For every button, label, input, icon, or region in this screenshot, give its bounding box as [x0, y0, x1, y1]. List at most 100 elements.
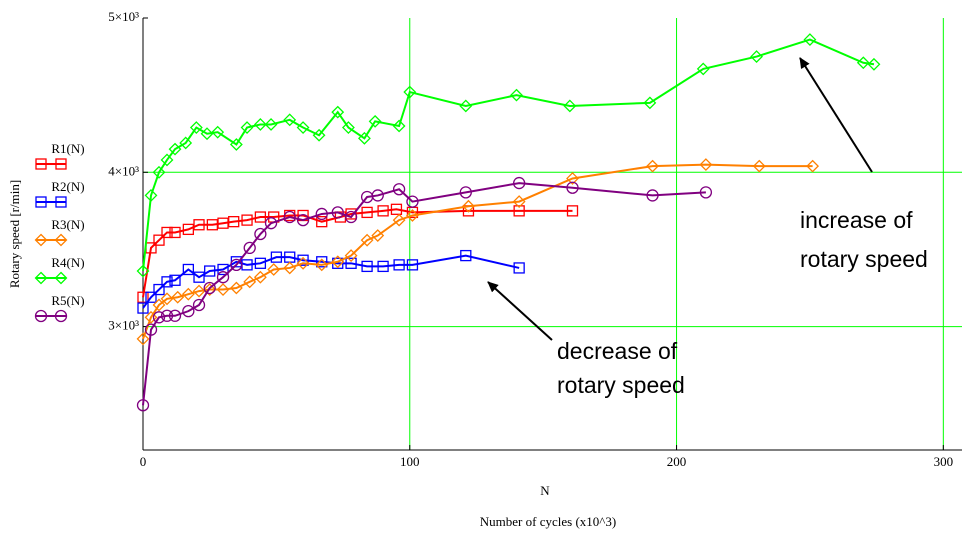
- marker: [136, 399, 150, 412]
- marker: [392, 119, 406, 133]
- marker: [643, 96, 657, 110]
- marker: [145, 291, 157, 303]
- marker: [283, 261, 297, 275]
- x-axis-caption: Number of cycles (x10^3): [480, 514, 616, 529]
- x-tick-label: 200: [667, 454, 687, 469]
- marker: [806, 159, 820, 173]
- marker: [358, 131, 371, 145]
- x-tick-label: 100: [400, 454, 420, 469]
- marker: [254, 211, 267, 223]
- marker: [377, 205, 389, 217]
- annotation: rotary speed: [557, 372, 685, 398]
- marker: [160, 292, 174, 306]
- marker: [513, 262, 525, 274]
- x-tick-label: 0: [140, 454, 147, 469]
- annotation: increase of: [800, 207, 913, 233]
- marker: [393, 259, 405, 271]
- legend-label: R5(N): [51, 293, 84, 308]
- marker: [566, 181, 579, 194]
- marker: [160, 153, 174, 167]
- marker: [229, 138, 243, 151]
- marker: [267, 263, 281, 276]
- marker: [152, 311, 166, 324]
- marker: [179, 136, 193, 150]
- marker: [344, 249, 358, 263]
- marker: [462, 199, 475, 213]
- marker: [203, 283, 217, 296]
- marker: [315, 258, 329, 272]
- annotation: rotary speed: [800, 246, 928, 272]
- marker: [253, 118, 267, 131]
- marker: [312, 128, 326, 142]
- series-line: [142, 38, 875, 272]
- x-tick-label: 300: [934, 454, 954, 469]
- marker: [160, 309, 174, 322]
- legend-label: R3(N): [51, 217, 84, 232]
- marker: [192, 284, 206, 298]
- marker: [283, 113, 297, 127]
- marker: [331, 105, 345, 119]
- marker: [264, 217, 278, 230]
- marker: [699, 186, 713, 199]
- series-line: [142, 254, 520, 309]
- marker: [331, 206, 344, 219]
- marker: [200, 127, 214, 141]
- marker: [264, 118, 278, 131]
- marker: [217, 217, 229, 229]
- marker: [152, 298, 166, 312]
- marker: [270, 251, 283, 263]
- marker: [867, 57, 881, 71]
- marker: [152, 165, 166, 179]
- marker: [459, 99, 473, 113]
- marker: [54, 271, 68, 285]
- marker: [316, 216, 328, 228]
- marker: [228, 216, 240, 228]
- marker: [360, 233, 374, 247]
- marker: [646, 189, 659, 202]
- marker: [377, 260, 389, 273]
- marker: [243, 241, 256, 255]
- marker: [136, 264, 150, 278]
- marker: [254, 227, 267, 241]
- marker: [144, 310, 158, 324]
- marker: [512, 195, 526, 209]
- marker: [344, 210, 358, 224]
- marker: [34, 233, 48, 247]
- marker: [193, 271, 205, 283]
- marker: [371, 229, 385, 242]
- marker: [513, 205, 525, 217]
- arrow: [487, 281, 553, 341]
- marker: [216, 283, 230, 296]
- marker: [192, 298, 206, 312]
- marker: [460, 249, 472, 262]
- marker: [34, 271, 48, 285]
- marker: [161, 276, 173, 288]
- y-tick-label: 3×10³: [108, 318, 139, 333]
- plot-area: 0 100 200 300 3×10³ 4×10³ 5×10³: [108, 9, 962, 469]
- marker: [55, 158, 67, 170]
- marker: [54, 233, 68, 247]
- marker: [34, 309, 48, 323]
- marker: [803, 33, 817, 47]
- marker: [254, 257, 267, 269]
- marker: [510, 88, 523, 102]
- marker: [406, 195, 419, 208]
- marker: [216, 271, 230, 284]
- marker: [54, 309, 68, 323]
- marker: [171, 290, 185, 304]
- annotation: decrease of: [557, 338, 678, 364]
- marker: [169, 274, 181, 286]
- marker: [752, 159, 766, 173]
- marker: [296, 213, 310, 227]
- marker: [144, 189, 158, 202]
- marker: [646, 159, 659, 173]
- marker: [211, 125, 225, 139]
- marker: [144, 323, 158, 336]
- marker: [566, 205, 579, 217]
- marker: [750, 50, 764, 63]
- marker: [243, 275, 257, 289]
- marker: [241, 214, 253, 226]
- marker: [182, 223, 195, 236]
- marker: [217, 263, 229, 276]
